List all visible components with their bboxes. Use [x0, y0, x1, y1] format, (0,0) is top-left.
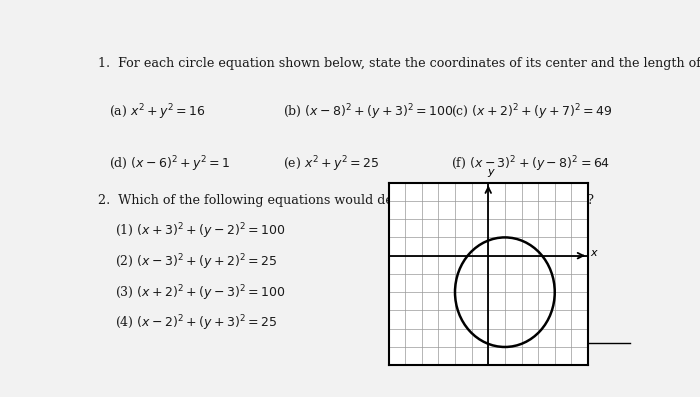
Text: $y$: $y$	[487, 167, 496, 179]
Text: (3) $(x+2)^2+(y-3)^2=100$: (3) $(x+2)^2+(y-3)^2=100$	[115, 283, 285, 303]
Text: (b) $(x-8)^2+(y+3)^2=100$: (b) $(x-8)^2+(y+3)^2=100$	[283, 103, 453, 122]
Text: (f) $(x-3)^2+(y-8)^2=64$: (f) $(x-3)^2+(y-8)^2=64$	[451, 155, 610, 174]
Text: (2) $(x-3)^2+(y+2)^2=25$: (2) $(x-3)^2+(y+2)^2=25$	[115, 252, 276, 272]
Text: (c) $(x+2)^2+(y+7)^2=49$: (c) $(x+2)^2+(y+7)^2=49$	[451, 103, 612, 122]
Text: (1) $(x+3)^2+(y-2)^2=100$: (1) $(x+3)^2+(y-2)^2=100$	[115, 222, 285, 241]
Text: $x$: $x$	[591, 248, 599, 258]
Text: (e) $x^2+y^2=25$: (e) $x^2+y^2=25$	[283, 155, 379, 174]
Text: (d) $(x-6)^2+y^2=1$: (d) $(x-6)^2+y^2=1$	[109, 155, 231, 174]
Text: (a) $x^2+y^2=16$: (a) $x^2+y^2=16$	[109, 103, 206, 122]
Text: (4) $(x-2)^2+(y+3)^2=25$: (4) $(x-2)^2+(y+3)^2=25$	[115, 314, 276, 333]
Text: 1.  For each circle equation shown below, state the coordinates of its center an: 1. For each circle equation shown below,…	[98, 57, 700, 70]
Text: 2.  Which of the following equations would describe the graph shown below?: 2. Which of the following equations woul…	[98, 195, 594, 207]
